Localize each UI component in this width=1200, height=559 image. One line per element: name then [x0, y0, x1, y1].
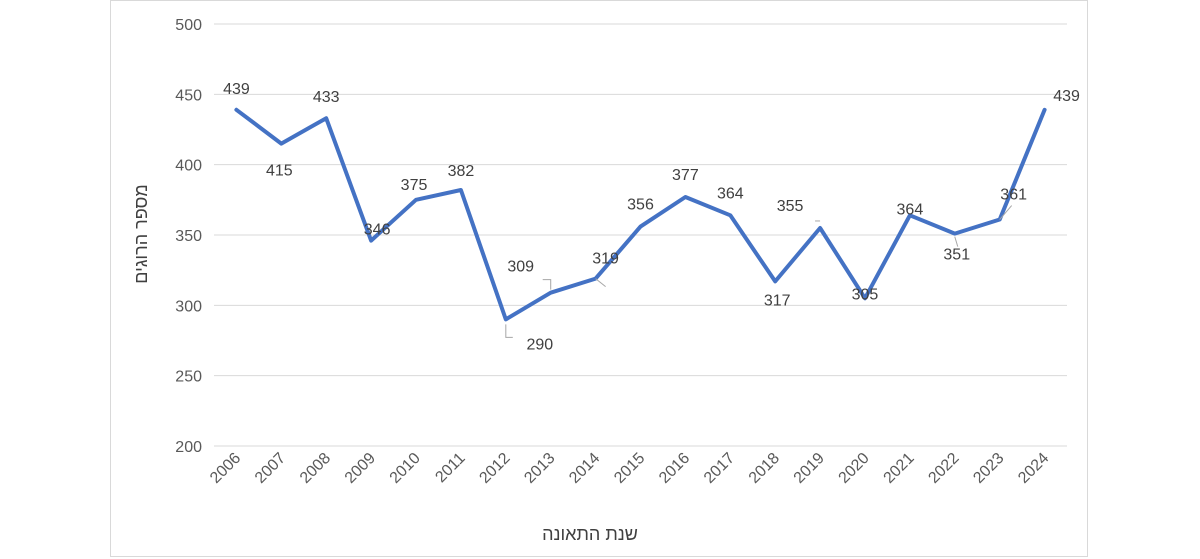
data-label: 377 [672, 167, 699, 184]
x-axis-title: שנת התאונה [542, 524, 638, 544]
label-leader-line [505, 324, 513, 338]
x-tick-label: 2016 [656, 450, 693, 487]
data-label: 317 [764, 292, 791, 309]
data-label: 305 [852, 286, 879, 303]
y-tick-label: 300 [175, 298, 202, 315]
data-label: 382 [448, 163, 475, 180]
series-layer [234, 107, 1047, 322]
y-axis-title: מספר הרוגים [131, 184, 151, 283]
label-leaders [505, 205, 1013, 338]
x-tick-label: 2010 [387, 450, 424, 487]
data-label: 375 [401, 177, 428, 194]
data-label: 290 [526, 336, 553, 353]
x-tick-label: 2024 [1015, 450, 1052, 487]
data-label: 361 [1000, 187, 1027, 204]
y-tick-label: 250 [175, 369, 202, 386]
x-tick-label: 2021 [881, 450, 918, 487]
x-tick-label: 2019 [791, 450, 828, 487]
x-tick-label: 2015 [611, 450, 648, 487]
data-label: 433 [313, 89, 340, 106]
data-label: 309 [507, 259, 534, 276]
label-leader-line [542, 279, 552, 290]
chart-frame: 200 250 300 350 400 450 500 2006 2007 2008 2009 20… [110, 0, 1088, 557]
data-label: 415 [266, 163, 293, 180]
x-tick-label: 2007 [252, 450, 289, 487]
x-tick-label: 2018 [746, 450, 783, 487]
x-tick-label: 2006 [207, 450, 244, 487]
y-tick-label: 450 [175, 87, 202, 104]
x-tick-label: 2017 [701, 450, 738, 487]
data-label: 364 [717, 185, 744, 202]
x-tick-label: 2023 [970, 450, 1007, 487]
x-tick-label: 2022 [925, 450, 962, 487]
data-labels: 439 415 433 346 375 382 290 309 319 356 377 364 317 3… [223, 81, 1080, 354]
x-tick-label: 2009 [342, 450, 379, 487]
data-label: 351 [943, 247, 970, 264]
y-tick-label: 200 [175, 439, 202, 456]
x-tick-labels: 2006 2007 2008 2009 2010 2011 2012 2013 2014 2015… [207, 450, 1052, 487]
label-leader-line [999, 205, 1013, 220]
data-label: 346 [364, 222, 391, 239]
y-tick-labels: 200 250 300 350 400 450 500 [175, 17, 202, 456]
x-tick-label: 2008 [297, 450, 334, 487]
gridlines [214, 23, 1067, 447]
data-label: 319 [592, 251, 619, 268]
label-leader-line [595, 278, 606, 287]
data-label: 356 [627, 197, 654, 214]
x-tick-label: 2014 [566, 450, 603, 487]
data-label: 439 [1053, 88, 1080, 105]
data-label: 439 [223, 81, 250, 98]
series-line [234, 107, 1047, 322]
data-label: 355 [777, 198, 804, 215]
x-tick-label: 2011 [432, 450, 468, 486]
data-label: 364 [897, 201, 924, 218]
y-tick-label: 500 [175, 17, 202, 34]
y-tick-label: 400 [175, 158, 202, 175]
y-tick-label: 350 [175, 228, 202, 245]
x-tick-label: 2020 [836, 450, 873, 487]
label-leader-line [954, 236, 959, 247]
x-tick-label: 2013 [521, 450, 558, 487]
x-tick-label: 2012 [476, 450, 513, 487]
